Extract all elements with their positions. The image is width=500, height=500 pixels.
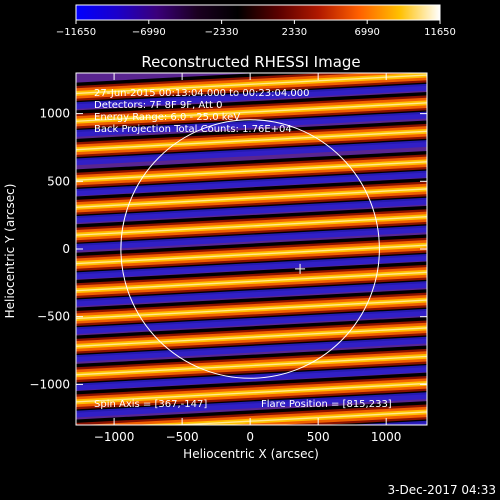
x-tick-label: −1000: [94, 430, 135, 444]
x-tick-label: 1000: [371, 430, 402, 444]
y-axis: −1000 −500 0 500 1000: [29, 107, 427, 391]
spin-axis-label: Spin Axis = [367,-147]: [94, 399, 207, 410]
colorbar-tick-label: 11650: [424, 27, 456, 38]
colorbar-tick-label: −6990: [132, 27, 166, 38]
x-tick-label: −500: [166, 430, 199, 444]
flare-position-label: Flare Position = [815,233]: [261, 399, 392, 410]
y-tick-label: 500: [47, 174, 70, 188]
flare-marker: [295, 263, 306, 274]
y-tick-label: 0: [62, 242, 70, 256]
info-detectors: Detectors: 7F 8F 9F, Att 0: [94, 100, 222, 111]
y-axis-label: Heliocentric Y (arcsec): [3, 184, 17, 319]
x-axis: −1000 −500 0 500 1000: [94, 73, 402, 444]
colorbar-tick-label: −2330: [205, 27, 239, 38]
colorbar: −11650 −6990 −2330 2330 6990 11650: [56, 4, 456, 38]
x-tick-label: 500: [307, 430, 330, 444]
info-annotation: 27-Jun-2015 00:13:04.000 to 00:23:04.000…: [94, 88, 392, 410]
info-energy-range: Energy Range: 6.0 - 25.0 keV: [94, 112, 240, 123]
info-time-range: 27-Jun-2015 00:13:04.000 to 00:23:04.000: [94, 88, 310, 99]
colorbar-gradient: [75, 4, 441, 21]
solar-disk-limb: [120, 119, 380, 379]
x-axis-label: Heliocentric X (arcsec): [183, 447, 319, 461]
colorbar-tick-label: −11650: [56, 27, 96, 38]
chart-title: Reconstructed RHESSI Image: [141, 53, 360, 71]
colorbar-tick-label: 6990: [354, 27, 379, 38]
info-method-counts: Back Projection Total Counts: 1.76E+04: [94, 124, 292, 135]
y-tick-label: 1000: [39, 107, 70, 121]
x-tick-label: 0: [246, 430, 254, 444]
colorbar-ticks: −11650 −6990 −2330 2330 6990 11650: [56, 20, 456, 38]
y-tick-label: −1000: [29, 377, 70, 391]
footer-date: 3-Dec-2017 04:33: [388, 483, 496, 497]
colorbar-tick-label: 2330: [282, 27, 307, 38]
y-tick-label: −500: [37, 310, 70, 324]
